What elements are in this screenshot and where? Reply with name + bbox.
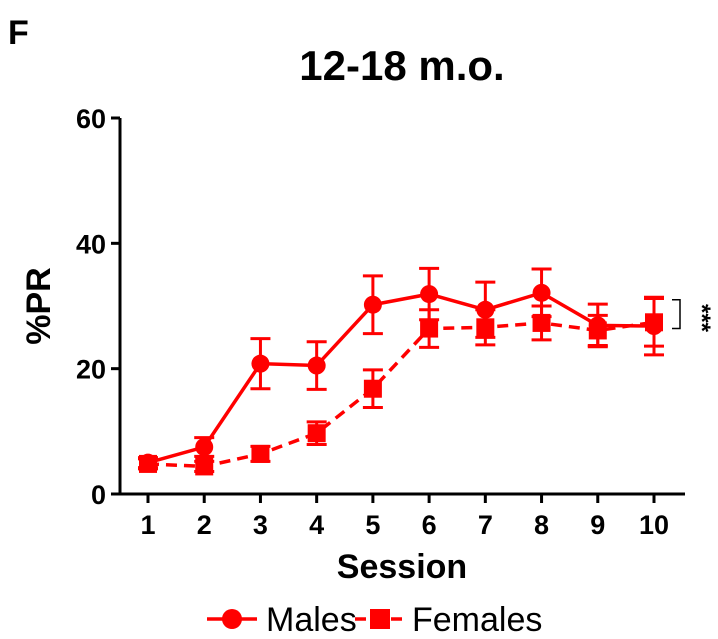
- x-tick-label: 9: [590, 510, 605, 540]
- data-point: [363, 379, 382, 398]
- legend-label: Females: [412, 601, 542, 639]
- x-axis: 1 2 3 4 5 6 7 8 9 10: [120, 492, 685, 540]
- series-layer: [138, 266, 664, 476]
- data-point: [307, 356, 326, 375]
- data-point: [476, 300, 495, 319]
- x-tick-label: 4: [309, 510, 324, 540]
- legend-marker: [370, 609, 390, 629]
- y-tick-label: 20: [76, 355, 106, 385]
- x-tick-label: 7: [478, 510, 493, 540]
- x-tick-label: 6: [422, 510, 437, 540]
- chart-title: 12-18 m.o.: [299, 42, 504, 89]
- x-tick-label: 8: [534, 510, 549, 540]
- data-point: [195, 438, 214, 456]
- data-point: [532, 283, 551, 302]
- data-point: [420, 285, 439, 304]
- legend-item-males: Males: [207, 601, 357, 639]
- data-point: [139, 453, 157, 472]
- x-tick-label: 3: [253, 510, 268, 540]
- data-point: [307, 424, 326, 443]
- legend-marker: [222, 609, 242, 629]
- y-tick-label: 60: [76, 104, 106, 134]
- x-axis-label: Session: [337, 548, 467, 586]
- x-tick-label: 1: [140, 510, 155, 540]
- y-axis-label: %PR: [20, 267, 58, 344]
- legend-item-females: Females: [355, 601, 542, 639]
- y-axis: 0 20 40 60: [76, 104, 122, 510]
- y-tick-label: 0: [91, 480, 106, 510]
- data-point: [251, 354, 270, 373]
- data-point: [645, 317, 663, 336]
- x-tick-label: 10: [639, 510, 669, 540]
- legend-label: Males: [266, 601, 357, 639]
- series-males: [138, 266, 664, 472]
- series-line-males: [147, 290, 655, 465]
- data-point: [532, 313, 551, 332]
- data-point: [420, 319, 439, 338]
- bracket-line: [672, 298, 681, 330]
- data-point: [588, 316, 607, 335]
- panel-letter: F: [8, 14, 29, 52]
- data-point: [363, 295, 382, 314]
- series-females: [138, 296, 664, 476]
- data-point: [251, 444, 270, 463]
- y-tick-label: 40: [76, 229, 106, 259]
- significance-marker: ***: [688, 304, 715, 333]
- series-line-females: [147, 320, 655, 469]
- significance-bracket: [672, 298, 681, 330]
- data-point: [195, 457, 214, 476]
- legend: Males Females: [207, 601, 542, 639]
- x-tick-label: 5: [365, 510, 380, 540]
- x-tick-label: 2: [197, 510, 212, 540]
